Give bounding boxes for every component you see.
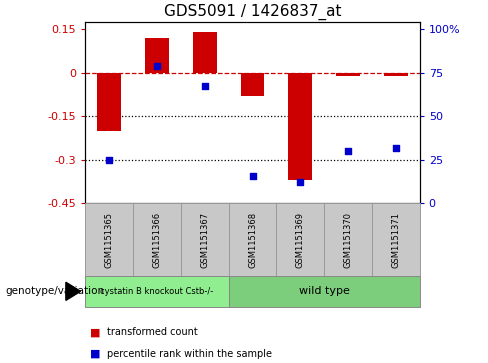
Text: transformed count: transformed count [107, 327, 198, 337]
Point [153, 63, 161, 69]
Text: GSM1151365: GSM1151365 [105, 212, 114, 268]
Point [392, 144, 400, 150]
Text: GSM1151368: GSM1151368 [248, 212, 257, 268]
Point [105, 157, 113, 163]
Text: genotype/variation: genotype/variation [5, 286, 104, 296]
Text: ■: ■ [90, 349, 101, 359]
Point [249, 173, 257, 179]
Text: wild type: wild type [299, 286, 349, 296]
Text: GSM1151371: GSM1151371 [391, 212, 400, 268]
Point [201, 83, 209, 89]
Bar [145, 38, 169, 73]
Point [296, 179, 304, 184]
Text: percentile rank within the sample: percentile rank within the sample [107, 349, 272, 359]
Bar [288, 73, 312, 180]
Text: GSM1151366: GSM1151366 [153, 212, 162, 268]
Bar [336, 73, 360, 76]
Bar [97, 73, 121, 131]
Bar [384, 73, 408, 76]
Text: GSM1151369: GSM1151369 [296, 212, 305, 268]
Text: GSM1151367: GSM1151367 [200, 212, 209, 268]
Point [344, 148, 352, 154]
Text: ■: ■ [90, 327, 101, 337]
Text: cystatin B knockout Cstb-/-: cystatin B knockout Cstb-/- [101, 287, 214, 296]
Title: GDS5091 / 1426837_at: GDS5091 / 1426837_at [164, 4, 341, 20]
Bar [241, 73, 264, 96]
Bar [193, 32, 217, 73]
Text: GSM1151370: GSM1151370 [344, 212, 352, 268]
